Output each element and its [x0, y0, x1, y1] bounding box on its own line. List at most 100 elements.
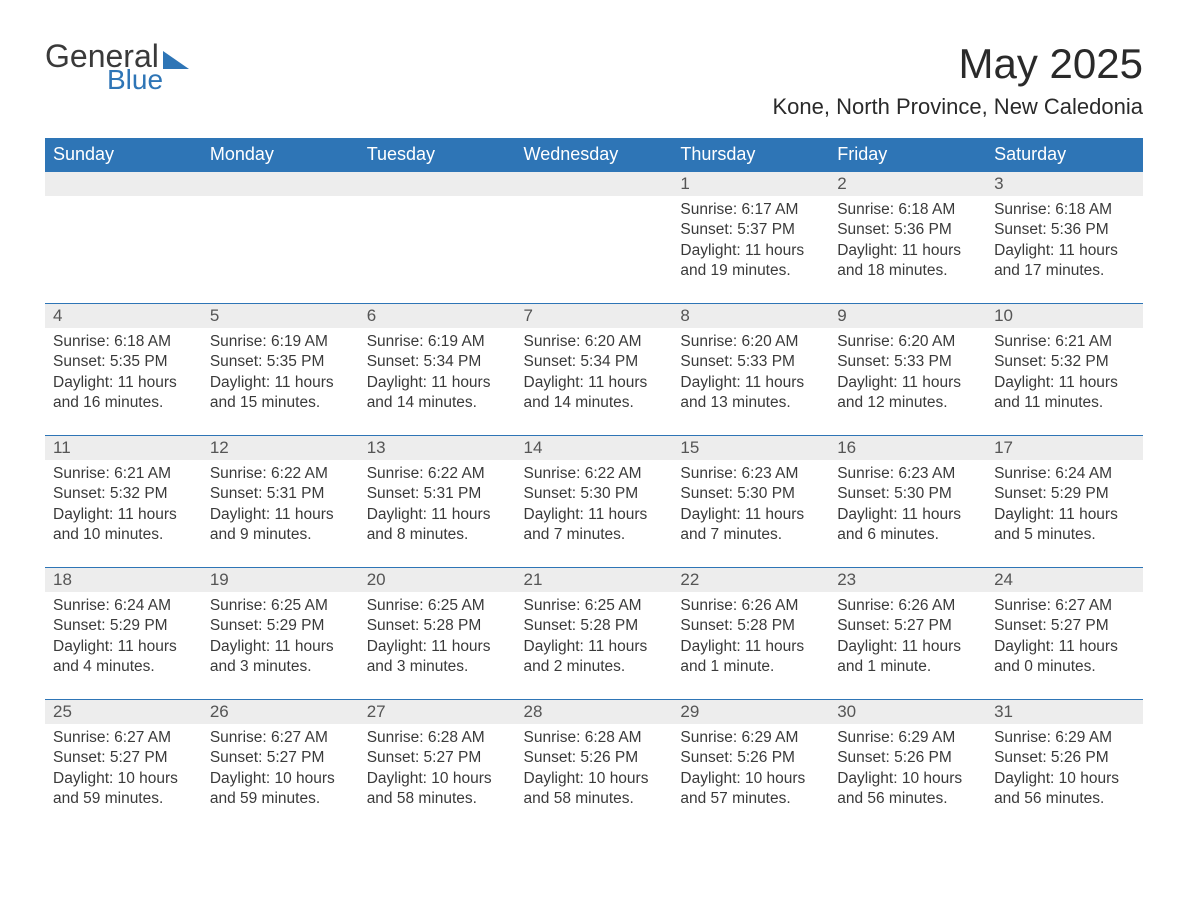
day-number: 29	[672, 699, 829, 724]
sunrise-line: Sunrise: 6:27 AM	[53, 728, 194, 748]
day-number: 19	[202, 567, 359, 592]
calendar-cell: 8Sunrise: 6:20 AMSunset: 5:33 PMDaylight…	[672, 303, 829, 435]
logo-triangle-icon	[163, 51, 189, 69]
weekday-header: Sunday	[45, 138, 202, 171]
sunset-line: Sunset: 5:31 PM	[210, 484, 351, 504]
day-details: Sunrise: 6:22 AMSunset: 5:31 PMDaylight:…	[202, 460, 359, 554]
sunrise-line: Sunrise: 6:24 AM	[994, 464, 1135, 484]
calendar-row: 11 Sunrise: 6:21 AMSunset: 5:32 PM Dayligh…	[45, 435, 1143, 567]
sunrise-line: Sunrise: 6:23 AM	[837, 464, 978, 484]
daylight-line: Daylight: 11 hours and 13 minutes.	[680, 373, 821, 414]
sunset-line: Sunset: 5:27 PM	[367, 748, 508, 768]
logo-word-blue: Blue	[107, 66, 189, 94]
calendar-cell: 27Sunrise: 6:28 AMSunset: 5:27 PMDayligh…	[359, 699, 516, 831]
day-details: Sunrise: 6:21 AMSunset: 5:32 PMDaylight:…	[986, 328, 1143, 422]
day-number: 25	[45, 699, 202, 724]
day-number	[516, 171, 673, 196]
sunset-line: Sunset: 5:36 PM	[837, 220, 978, 240]
sunset-line: Sunset: 5:26 PM	[837, 748, 978, 768]
day-number: 21	[516, 567, 673, 592]
day-details: Sunrise: 6:27 AMSunset: 5:27 PMDaylight:…	[986, 592, 1143, 686]
calendar-cell: 12Sunrise: 6:22 AMSunset: 5:31 PMDayligh…	[202, 435, 359, 567]
day-details: Sunrise: 6:29 AMSunset: 5:26 PMDaylight:…	[986, 724, 1143, 818]
weekday-header: Saturday	[986, 138, 1143, 171]
day-details: Sunrise: 6:18 AMSunset: 5:36 PMDaylight:…	[829, 196, 986, 290]
day-details: Sunrise: 6:18 AMSunset: 5:36 PMDaylight:…	[986, 196, 1143, 290]
day-details: Sunrise: 6:20 AMSunset: 5:33 PMDaylight:…	[829, 328, 986, 422]
day-details: Sunrise: 6:26 AMSunset: 5:28 PMDaylight:…	[672, 592, 829, 686]
calendar-cell	[202, 171, 359, 303]
sunrise-line: Sunrise: 6:28 AM	[524, 728, 665, 748]
calendar-cell	[516, 171, 673, 303]
sunset-line: Sunset: 5:27 PM	[53, 748, 194, 768]
day-number	[202, 171, 359, 196]
sunrise-line: Sunrise: 6:28 AM	[367, 728, 508, 748]
daylight-line: Daylight: 11 hours and 1 minute.	[680, 637, 821, 678]
sunrise-line: Sunrise: 6:24 AM	[53, 596, 194, 616]
sunset-line: Sunset: 5:28 PM	[680, 616, 821, 636]
daylight-line: Daylight: 11 hours and 15 minutes.	[210, 373, 351, 414]
weekday-header-row: SundayMondayTuesdayWednesdayThursdayFrid…	[45, 138, 1143, 171]
day-details: Sunrise: 6:29 AMSunset: 5:26 PMDaylight:…	[672, 724, 829, 818]
sunset-line: Sunset: 5:26 PM	[524, 748, 665, 768]
calendar-cell: 24Sunrise: 6:27 AMSunset: 5:27 PMDayligh…	[986, 567, 1143, 699]
day-number: 20	[359, 567, 516, 592]
calendar-cell: 21Sunrise: 6:25 AMSunset: 5:28 PMDayligh…	[516, 567, 673, 699]
calendar-cell: 29Sunrise: 6:29 AMSunset: 5:26 PMDayligh…	[672, 699, 829, 831]
sunset-line: Sunset: 5:32 PM	[53, 484, 194, 504]
calendar-table: SundayMondayTuesdayWednesdayThursdayFrid…	[45, 138, 1143, 831]
sunrise-line: Sunrise: 6:27 AM	[994, 596, 1135, 616]
calendar-cell: 17Sunrise: 6:24 AMSunset: 5:29 PMDayligh…	[986, 435, 1143, 567]
sunrise-line: Sunrise: 6:23 AM	[680, 464, 821, 484]
daylight-line: Daylight: 11 hours and 2 minutes.	[524, 637, 665, 678]
sunrise-line: Sunrise: 6:25 AM	[524, 596, 665, 616]
daylight-line: Daylight: 11 hours and 12 minutes.	[837, 373, 978, 414]
sunrise-line: Sunrise: 6:22 AM	[210, 464, 351, 484]
day-number: 10	[986, 303, 1143, 328]
sunset-line: Sunset: 5:36 PM	[994, 220, 1135, 240]
calendar-cell: 16Sunrise: 6:23 AMSunset: 5:30 PMDayligh…	[829, 435, 986, 567]
logo: General Blue	[45, 40, 189, 94]
sunset-line: Sunset: 5:29 PM	[53, 616, 194, 636]
daylight-line: Daylight: 11 hours and 0 minutes.	[994, 637, 1135, 678]
sunrise-line: Sunrise: 6:29 AM	[994, 728, 1135, 748]
day-number: 23	[829, 567, 986, 592]
sunset-line: Sunset: 5:27 PM	[210, 748, 351, 768]
day-number: 24	[986, 567, 1143, 592]
calendar-cell: 19Sunrise: 6:25 AMSunset: 5:29 PMDayligh…	[202, 567, 359, 699]
sunrise-line: Sunrise: 6:21 AM	[53, 464, 194, 484]
page-title: May 2025	[772, 40, 1143, 88]
sunrise-line: Sunrise: 6:22 AM	[524, 464, 665, 484]
day-number: 12	[202, 435, 359, 460]
daylight-line: Daylight: 11 hours and 3 minutes.	[367, 637, 508, 678]
day-number: 11	[45, 435, 202, 460]
daylight-line: Daylight: 11 hours and 1 minute.	[837, 637, 978, 678]
calendar-cell: 4Sunrise: 6:18 AMSunset: 5:35 PMDaylight…	[45, 303, 202, 435]
sunrise-line: Sunrise: 6:18 AM	[53, 332, 194, 352]
day-number: 1	[672, 171, 829, 196]
calendar-cell: 15Sunrise: 6:23 AMSunset: 5:30 PMDayligh…	[672, 435, 829, 567]
day-number: 5	[202, 303, 359, 328]
day-details: Sunrise: 6:22 AMSunset: 5:30 PMDaylight:…	[516, 460, 673, 554]
calendar-cell: 3Sunrise: 6:18 AMSunset: 5:36 PMDaylight…	[986, 171, 1143, 303]
calendar-cell: 1Sunrise: 6:17 AMSunset: 5:37 PMDaylight…	[672, 171, 829, 303]
weekday-header: Tuesday	[359, 138, 516, 171]
daylight-line: Daylight: 10 hours and 57 minutes.	[680, 769, 821, 810]
sunset-line: Sunset: 5:28 PM	[367, 616, 508, 636]
sunset-line: Sunset: 5:30 PM	[680, 484, 821, 504]
sunset-line: Sunset: 5:35 PM	[210, 352, 351, 372]
daylight-line: Daylight: 11 hours and 7 minutes.	[524, 505, 665, 546]
calendar-cell	[359, 171, 516, 303]
day-details: Sunrise: 6:29 AMSunset: 5:26 PMDaylight:…	[829, 724, 986, 818]
header: General Blue May 2025 Kone, North Provin…	[45, 40, 1143, 120]
daylight-line: Daylight: 11 hours and 8 minutes.	[367, 505, 508, 546]
sunrise-line: Sunrise: 6:25 AM	[367, 596, 508, 616]
calendar-body: 1Sunrise: 6:17 AMSunset: 5:37 PMDaylight…	[45, 171, 1143, 831]
sunrise-line: Sunrise: 6:21 AM	[994, 332, 1135, 352]
sunrise-line: Sunrise: 6:29 AM	[680, 728, 821, 748]
daylight-line: Daylight: 11 hours and 4 minutes.	[53, 637, 194, 678]
sunset-line: Sunset: 5:37 PM	[680, 220, 821, 240]
day-details: Sunrise: 6:25 AMSunset: 5:28 PMDaylight:…	[359, 592, 516, 686]
daylight-line: Daylight: 10 hours and 58 minutes.	[524, 769, 665, 810]
day-number: 9	[829, 303, 986, 328]
